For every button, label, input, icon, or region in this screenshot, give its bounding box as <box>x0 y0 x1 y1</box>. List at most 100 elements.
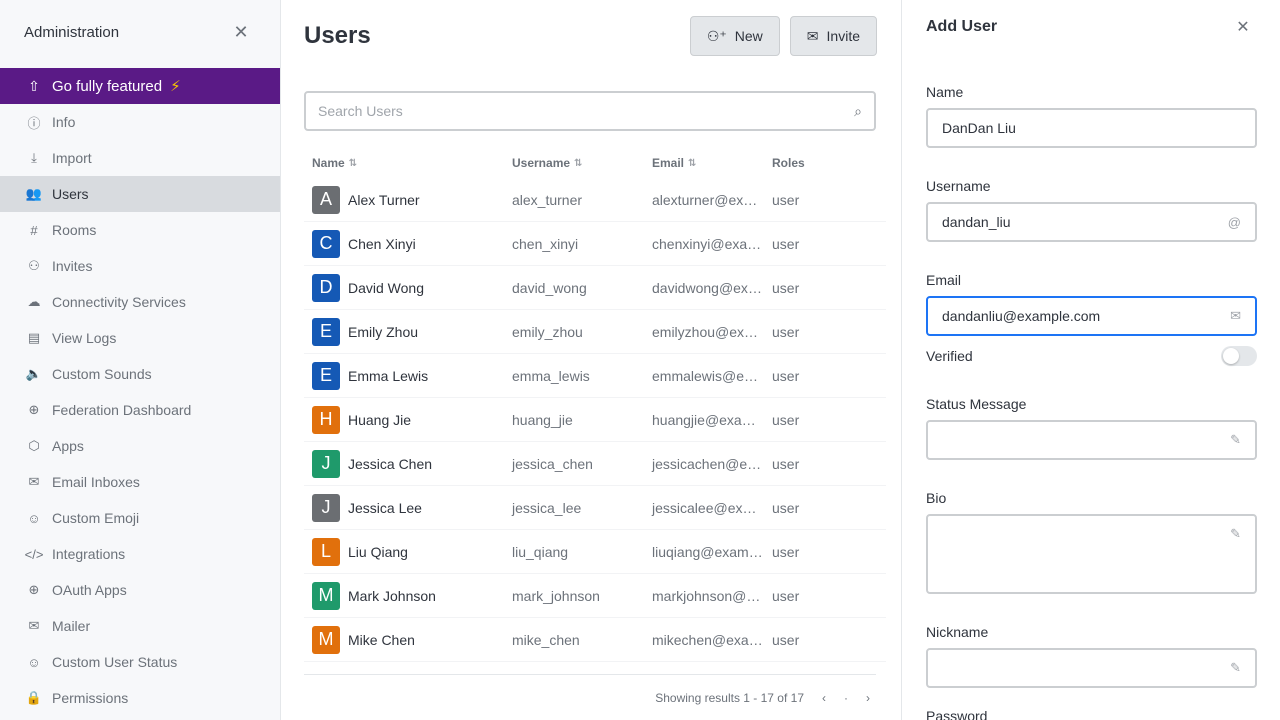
user-name-cell: M Mike Chen <box>304 625 504 654</box>
user-roles-cell: user <box>772 543 800 560</box>
table-row[interactable]: J Jessica Chen jessica_chen jessicachen@exa… <box>304 442 886 486</box>
sidebar-item-users[interactable]: 👥 Users <box>0 176 280 212</box>
search-input[interactable] <box>318 103 855 119</box>
edit-icon: ✎ <box>1230 432 1241 447</box>
results-count: Showing results 1 - 17 of 17 <box>655 690 804 705</box>
sidebar-item-custom-emoji[interactable]: ☺ Custom Emoji <box>0 500 280 536</box>
close-icon[interactable]: ✕ <box>1236 19 1250 36</box>
table-row[interactable]: J Jessica Lee jessica_lee jessicalee@exampl… <box>304 486 886 530</box>
username-input[interactable] <box>942 214 1222 230</box>
sort-icon[interactable]: ⇅ <box>688 157 697 169</box>
user-roles-cell: user <box>772 191 800 208</box>
user-name-cell: J Jessica Chen <box>304 449 504 478</box>
email-input[interactable] <box>942 308 1225 324</box>
pagination: ‹ · › <box>816 690 876 706</box>
sidebar-item-mailer[interactable]: ✉ Mailer <box>0 608 280 644</box>
column-header-roles[interactable]: Roles <box>764 156 884 170</box>
sidebar-item-invites[interactable]: ⚇ Invites <box>0 248 280 284</box>
table-row[interactable]: M Mike Chen mike_chen mikechen@example.com u… <box>304 618 886 662</box>
nickname-label: Nickname <box>926 624 989 640</box>
sidebar-item-import[interactable]: ⤓ Import <box>0 140 280 176</box>
user-roles-cell: user <box>772 499 800 516</box>
sidebar-item-icon: ⚇ <box>28 258 40 273</box>
user-name-cell: J Jessica Lee <box>304 493 504 522</box>
nickname-input[interactable] <box>942 660 1225 676</box>
sidebar-item-info[interactable]: ⓘ Info <box>0 104 280 140</box>
user-name: Alex Turner <box>348 191 420 208</box>
bio-input-wrapper: ✎ <box>926 514 1257 594</box>
user-roles-cell: user <box>772 411 800 428</box>
status-message-label: Status Message <box>926 396 1027 412</box>
search-icon[interactable]: ⌕ <box>854 102 862 119</box>
table-body: A Alex Turner alex_turner alexturner@exampl… <box>304 178 886 662</box>
column-header-username[interactable]: Username ⇅ <box>504 156 644 170</box>
status-message-field-group: Status Message ✎ <box>926 396 1257 460</box>
sidebar-item-label: Custom User Status <box>52 654 178 670</box>
new-user-button[interactable]: ⚇⁺ New <box>689 16 780 56</box>
sidebar-item-label: Federation Dashboard <box>52 402 192 418</box>
sidebar-item-permissions[interactable]: 🔒 Permissions <box>0 680 280 716</box>
sidebar-item-integrations[interactable]: </> Integrations <box>0 536 280 572</box>
table-row[interactable]: L Liu Qiang liu_qiang liuqiang@example.com u… <box>304 530 886 574</box>
sidebar-item-icon: ⬡ <box>28 438 40 453</box>
email-field-group: Email ✉ <box>926 272 1257 336</box>
user-email-cell: mikechen@example.com <box>652 631 764 648</box>
user-username-cell: emily_zhou <box>512 323 583 340</box>
sidebar-item-icon: ✉ <box>28 618 40 633</box>
sidebar-item-label: Email Inboxes <box>52 474 140 490</box>
table-row[interactable]: D David Wong david_wong davidwong@example.c… <box>304 266 886 310</box>
user-name: Jessica Chen <box>348 455 433 472</box>
sidebar-item-view-logs[interactable]: ▤ View Logs <box>0 320 280 356</box>
password-label: Password <box>926 708 988 720</box>
sidebar-item-email-inboxes[interactable]: ✉ Email Inboxes <box>0 464 280 500</box>
upgrade-arrow-icon: ⇧ <box>28 77 40 94</box>
sidebar-item-custom-sounds[interactable]: 🔈 Custom Sounds <box>0 356 280 392</box>
sidebar-item-icon: 👥 <box>25 186 43 201</box>
email-label: Email <box>926 272 962 288</box>
sidebar-item-rooms[interactable]: # Rooms <box>0 212 280 248</box>
table-row[interactable]: C Chen Xinyi chen_xinyi chenxinyi@example.c… <box>304 222 886 266</box>
user-email-cell: liuqiang@example.com <box>652 543 764 560</box>
user-roles-cell: user <box>772 323 800 340</box>
go-fully-featured-item[interactable]: ⇧ Go fully featured ⚡ <box>0 68 280 104</box>
table-row[interactable]: A Alex Turner alex_turner alexturner@exampl… <box>304 178 886 222</box>
sidebar-item-connectivity-services[interactable]: ☁ Connectivity Services <box>0 284 280 320</box>
name-input[interactable] <box>942 120 1241 136</box>
users-main: Users ⚇⁺ New ✉ Invite ⌕ Name ⇅ Username … <box>281 0 901 720</box>
table-row[interactable]: E Emily Zhou emily_zhou emilyzhou@example.c… <box>304 310 886 354</box>
page-icon[interactable]: · <box>844 690 848 705</box>
invite-button[interactable]: ✉ Invite <box>789 16 877 56</box>
close-icon[interactable]: ✕ <box>233 21 249 42</box>
next-page-icon[interactable]: › <box>866 690 870 705</box>
avatar: J <box>312 493 340 522</box>
table-row[interactable]: M Mark Johnson mark_johnson markjohnson@exa… <box>304 574 886 618</box>
table-row[interactable]: E Emma Lewis emma_lewis emmalewis@example.c… <box>304 354 886 398</box>
sidebar-item-icon: 🔒 <box>25 690 43 705</box>
sidebar-item-oauth-apps[interactable]: ⊕ OAuth Apps <box>0 572 280 608</box>
user-username-cell: mike_chen <box>512 631 580 648</box>
sort-icon[interactable]: ⇅ <box>574 157 583 169</box>
table-row[interactable]: H Huang Jie huang_jie huangjie@example.com u… <box>304 398 886 442</box>
verified-toggle[interactable] <box>1221 346 1257 366</box>
sidebar-title: Administration <box>24 23 120 41</box>
sort-icon[interactable]: ⇅ <box>348 157 358 169</box>
prev-page-icon[interactable]: ‹ <box>822 690 826 705</box>
edit-icon: ✎ <box>1230 660 1241 675</box>
column-header-name[interactable]: Name ⇅ <box>304 156 504 170</box>
sidebar-item-federation-dashboard[interactable]: ⊕ Federation Dashboard <box>0 392 280 428</box>
column-header-email[interactable]: Email ⇅ <box>644 156 764 170</box>
user-username-cell: david_wong <box>512 279 587 296</box>
bio-textarea[interactable] <box>942 526 1231 582</box>
column-username-label: Username <box>512 156 571 170</box>
nickname-input-wrapper: ✎ <box>926 648 1257 688</box>
sidebar-item-apps[interactable]: ⬡ Apps <box>0 428 280 464</box>
upgrade-label: Go fully featured <box>52 77 163 95</box>
email-input-wrapper: ✉ <box>926 296 1257 336</box>
username-label: Username <box>926 178 991 194</box>
user-username-cell: jessica_lee <box>512 499 582 516</box>
status-message-input[interactable] <box>942 432 1225 448</box>
user-username-cell: liu_qiang <box>512 543 569 560</box>
user-name: David Wong <box>348 279 425 296</box>
sidebar-item-icon: 🔈 <box>25 366 43 381</box>
sidebar-item-custom-user-status[interactable]: ☺ Custom User Status <box>0 644 280 680</box>
